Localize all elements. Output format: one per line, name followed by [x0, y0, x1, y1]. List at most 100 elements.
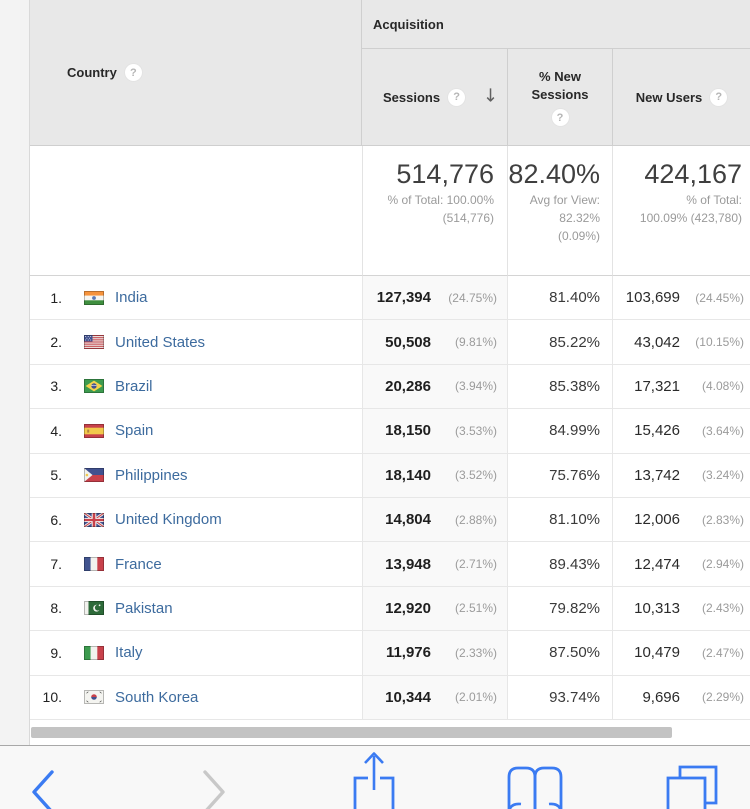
new-users-cell: 17,321 (4.08%) [612, 364, 750, 409]
sessions-percent: (9.81%) [454, 335, 497, 350]
table-row: 1. India 127,394 (24.75%) 81.40% 103,699 (… [30, 276, 750, 321]
new-users-percent: (4.08%) [701, 379, 744, 394]
row-rank: 3. [50, 378, 62, 395]
sessions-percent: (2.33%) [454, 645, 497, 660]
tabs-icon[interactable] [666, 765, 718, 809]
sessions-percent: (3.94%) [454, 379, 497, 394]
united-states-flag-icon [84, 335, 104, 350]
pct-new-sessions-header-line1: % New [539, 69, 581, 84]
pct-new-sessions-header-line2: Sessions [531, 87, 589, 102]
country-link[interactable]: United States [115, 333, 206, 351]
table-row: 6. United Kingdom 14,804 (2.88%) 81.10% 1… [30, 498, 750, 543]
new-users-percent: (2.29%) [701, 690, 744, 705]
left-gutter [0, 0, 30, 745]
pct-new-sessions-cell: 84.99% [507, 409, 612, 453]
summary-new-users: 424,167 % of Total: 100.09% (423,780) [612, 146, 750, 276]
summary-avg-for-view-label: Avg for View: [529, 193, 600, 207]
sort-descending-icon[interactable]: ↓ [482, 85, 498, 107]
new-users-percent: (2.94%) [701, 557, 744, 572]
pct-new-sessions-cell: 93.74% [507, 675, 612, 719]
country-link[interactable]: France [115, 555, 162, 573]
table-row: 3. Brazil 20,286 (3.94%) 85.38% 17,321 (4.… [30, 364, 750, 410]
sessions-cell: 12,920 (2.51%) [362, 586, 507, 631]
help-icon[interactable]: ? [710, 88, 728, 106]
sessions-value: 10,344 [385, 688, 431, 706]
country-link[interactable]: India [115, 289, 148, 307]
new-users-cell: 15,426 (3.64%) [612, 409, 750, 453]
new-users-cell: 12,006 (2.83%) [612, 498, 750, 542]
pct-new-sessions-cell: 87.50% [507, 631, 612, 675]
table-row: 5. Philippines 18,140 (3.52%) 75.76% 13,7… [30, 453, 750, 498]
help-icon[interactable]: ? [551, 109, 569, 126]
summary-avg-for-view-value: 82.32% [559, 211, 600, 225]
sessions-cell: 11,976 (2.33%) [362, 631, 507, 675]
column-header-pct-new-sessions[interactable]: % New Sessions ? [507, 49, 612, 146]
column-header-new-users[interactable]: New Users ? [612, 49, 750, 146]
help-icon[interactable]: ? [448, 88, 466, 106]
new-users-cell: 43,042 (10.15%) [612, 320, 750, 364]
summary-sessions: 514,776 % of Total: 100.00% (514,776) [362, 146, 507, 276]
united-kingdom-flag-icon [84, 512, 104, 527]
france-flag-icon [84, 557, 104, 572]
new-users-percent: (24.45%) [695, 290, 744, 305]
sessions-percent: (24.75%) [448, 290, 497, 305]
summary-country-cell [30, 146, 362, 276]
new-users-value: 103,699 [625, 289, 680, 307]
column-header-country[interactable]: Country ? [30, 0, 362, 146]
sessions-cell: 14,804 (2.88%) [362, 498, 507, 542]
pct-new-sessions-cell: 85.22% [507, 320, 612, 364]
new-users-cell: 103,699 (24.45%) [612, 276, 750, 320]
pct-new-sessions-cell: 75.76% [507, 453, 612, 497]
table-row: 7. France 13,948 (2.71%) 89.43% 12,474 (2.… [30, 542, 750, 587]
sessions-cell: 127,394 (24.75%) [362, 276, 507, 320]
country-link[interactable]: Pakistan [115, 599, 173, 617]
summary-new-users-pct-label: % of Total: [686, 193, 742, 207]
country-link[interactable]: Spain [115, 422, 154, 440]
share-icon[interactable] [353, 752, 395, 809]
new-users-cell: 12,474 (2.94%) [612, 542, 750, 586]
brazil-flag-icon [84, 379, 104, 394]
pct-new-sessions-cell: 81.40% [507, 276, 612, 320]
new-users-value: 10,479 [634, 644, 680, 662]
country-link[interactable]: Brazil [115, 377, 153, 395]
summary-new-users-total: 424,167 [644, 159, 742, 189]
table-row: 9. Italy 11,976 (2.33%) 87.50% 10,479 (2.4… [30, 631, 750, 676]
summary-avg-delta: (0.09%) [557, 229, 600, 243]
sessions-percent: (2.71%) [454, 557, 497, 572]
sessions-value: 50,508 [385, 333, 431, 351]
country-link[interactable]: Italy [115, 644, 143, 662]
row-rank: 4. [50, 422, 62, 439]
summary-sessions-pct-of-total: % of Total: 100.00% [387, 193, 494, 207]
summary-pct-new-sessions: 82.40% Avg for View: 82.32% (0.09%) [507, 146, 612, 276]
italy-flag-icon [84, 645, 104, 660]
pct-new-sessions-cell: 79.82% [507, 586, 612, 631]
country-link[interactable]: Philippines [115, 466, 188, 484]
back-button[interactable] [32, 770, 54, 809]
new-users-percent: (2.47%) [701, 645, 744, 660]
sessions-header-label: Sessions [383, 89, 441, 105]
country-link[interactable]: United Kingdom [115, 511, 222, 529]
sessions-cell: 20,286 (3.94%) [362, 364, 507, 409]
sessions-value: 11,976 [385, 644, 431, 662]
row-rank: 6. [50, 511, 62, 528]
new-users-cell: 13,742 (3.24%) [612, 453, 750, 497]
bookmarks-icon[interactable] [507, 766, 563, 809]
new-users-value: 9,696 [642, 688, 680, 706]
new-users-header-label: New Users [635, 89, 703, 105]
horizontal-scrollbar[interactable] [31, 727, 672, 738]
sessions-value: 14,804 [385, 511, 431, 529]
india-flag-icon [84, 290, 104, 305]
new-users-cell: 10,479 (2.47%) [612, 631, 750, 675]
sessions-cell: 18,150 (3.53%) [362, 409, 507, 453]
summary-pct-new-sessions-value: 82.40% [508, 159, 600, 189]
row-rank: 10. [42, 689, 62, 706]
country-link[interactable]: South Korea [115, 688, 199, 706]
summary-sessions-raw-total: (514,776) [442, 211, 494, 225]
help-icon[interactable]: ? [124, 64, 142, 81]
sessions-cell: 10,344 (2.01%) [362, 675, 507, 719]
pct-new-sessions-cell: 81.10% [507, 498, 612, 542]
column-header-sessions[interactable]: Sessions ? ↓ [362, 49, 507, 146]
row-rank: 9. [50, 644, 62, 661]
row-rank: 1. [50, 289, 62, 306]
new-users-percent: (2.43%) [701, 601, 744, 616]
